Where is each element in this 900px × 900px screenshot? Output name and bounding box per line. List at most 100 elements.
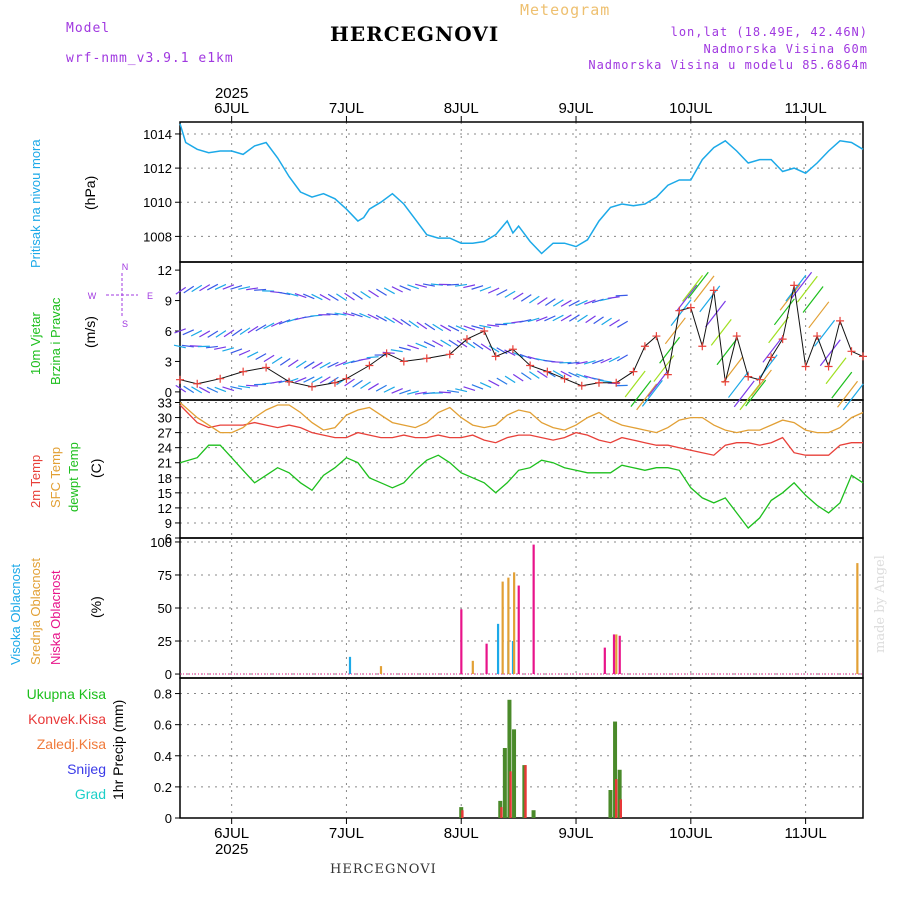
wind-arrow-238: [705, 300, 726, 328]
wind-arrow-227: [641, 380, 663, 407]
wind-arrow-42: [512, 373, 524, 382]
wind-arrow-248: [762, 335, 784, 363]
wind-gust-mark-42: [836, 316, 845, 325]
wind-arrow-15: [294, 376, 307, 383]
wind-arrow-74: [319, 361, 331, 369]
model-name: wrf-nmm_v3.9.1 e1km: [66, 51, 234, 66]
temp-line-2: [179, 444, 864, 529]
wind-arrow-13: [278, 379, 291, 384]
wind-arrow-124: [271, 320, 283, 328]
wind-arrow-29: [407, 390, 419, 395]
ytick-label-4-3: 0.6: [154, 718, 172, 733]
precip-bar-0-3: [507, 699, 512, 818]
wind-gust-mark-4: [262, 363, 271, 372]
wind-arrow-146: [447, 325, 460, 332]
wind-arrow-233: [676, 284, 698, 312]
wind-arrow-157: [535, 316, 548, 322]
wind-gust-mark-43: [847, 347, 856, 356]
ytick-label-0-3: 1014: [143, 127, 172, 142]
wind-arrow-244: [739, 383, 761, 411]
wind-arrow-165: [601, 317, 612, 326]
wind-arrow-215: [552, 299, 564, 307]
wind-gust-mark-3: [239, 367, 248, 376]
wind-arrow-86: [415, 342, 428, 349]
cloud-bar-1-6: [856, 563, 859, 675]
precip-bar-0-9: [617, 769, 622, 818]
wind-arrow-65: [247, 351, 259, 358]
xtick-label-bottom-3: 9JUL: [559, 825, 594, 842]
cloud-bar-1-5: [615, 634, 618, 675]
compass-w: W: [88, 291, 97, 301]
wind-gust-mark-22: [594, 378, 603, 387]
coords-label: lon,lat (18.49E, 42.46N): [670, 25, 868, 39]
wind-arrow-254: [796, 275, 818, 303]
wind-arrow-232: [670, 299, 692, 326]
cloud-bar-1-2: [501, 581, 504, 675]
wind-arrow-247: [756, 354, 778, 382]
wind-gust-mark-21: [577, 381, 586, 390]
wind-arrow-214: [545, 298, 556, 306]
xtick-label-bottom-1: 7JUL: [329, 825, 364, 842]
wind-gust-mark-6: [308, 382, 317, 391]
ytick-label-1-1: 3: [165, 354, 172, 369]
wind-arrow-37: [471, 384, 484, 390]
wind-arrow-161: [568, 314, 580, 322]
wind-gust-mark-25: [640, 342, 649, 351]
wind-arrow-120: [239, 327, 251, 335]
ytick-label-0-2: 1012: [143, 161, 172, 176]
wind-arrow-211: [520, 294, 532, 302]
wind-gust-mark-15: [480, 327, 489, 335]
ytick-label-2-4: 18: [158, 471, 172, 486]
wind-arrow-203: [455, 283, 468, 287]
wind-arrow-19: [328, 376, 339, 385]
wind-gust-mark-24: [629, 367, 638, 376]
wind-arrow-156: [527, 317, 540, 323]
wind-arrow-34: [446, 389, 460, 393]
cloud-bar-2-6: [618, 635, 621, 675]
wind-arrow-132: [334, 312, 347, 316]
wind-gust-mark-31: [709, 286, 718, 295]
wind-arrow-181: [278, 291, 291, 296]
wind-arrow-98: [512, 351, 524, 358]
panel-frame-0: [179, 121, 864, 263]
wind-gust-mark-39: [801, 362, 810, 371]
ytick-label-4-1: 0.2: [154, 780, 172, 795]
wind-arrow-38: [479, 381, 492, 389]
wind-arrow-7: [230, 385, 243, 390]
wind-arrow-129: [310, 314, 323, 317]
wind-arrow-172: [206, 283, 219, 291]
wind-arrow-12: [270, 380, 283, 384]
ytick-label-2-9: 33: [158, 396, 172, 411]
xtick-label-top-5: 11JUL: [784, 100, 826, 117]
wind-arrow-223: [615, 294, 628, 297]
precip-bar-1-5: [619, 799, 622, 818]
wind-arrow-137: [375, 314, 387, 322]
compass-s: S: [122, 319, 128, 329]
panel-frame-4: [179, 677, 864, 819]
wind-gust-mark-13: [445, 350, 454, 359]
precip-bar-1-2: [509, 771, 512, 818]
wind-arrow-149: [471, 325, 484, 330]
ytick-label-1-4: 12: [158, 263, 172, 278]
wind-arrow-56: [173, 344, 186, 349]
wind-arrow-147: [455, 325, 468, 332]
ytick-label-2-7: 27: [158, 426, 172, 441]
wind-gust-mark-8: [342, 374, 351, 383]
wind-arrow-77: [342, 360, 355, 366]
cloud-bar-1-0: [379, 666, 383, 675]
wind-arrow-67: [263, 354, 275, 363]
wind-arrow-175: [230, 285, 243, 290]
wind-arrow-246: [750, 369, 772, 397]
xtick-label-top-3: 9JUL: [559, 100, 594, 117]
wind-arrow-24: [368, 383, 379, 391]
wind-gust-mark-7: [330, 378, 339, 387]
wind-arrow-0: [175, 384, 187, 393]
wind-arrow-202: [446, 283, 459, 286]
wind-gust-mark-23: [612, 378, 621, 387]
wind-arrow-75: [327, 361, 339, 369]
wind-arrow-208: [496, 289, 508, 296]
compass-e: E: [147, 291, 153, 301]
wind-arrow-182: [286, 292, 299, 297]
ytick-label-2-2: 12: [158, 501, 172, 516]
wind-arrow-234: [682, 275, 704, 302]
